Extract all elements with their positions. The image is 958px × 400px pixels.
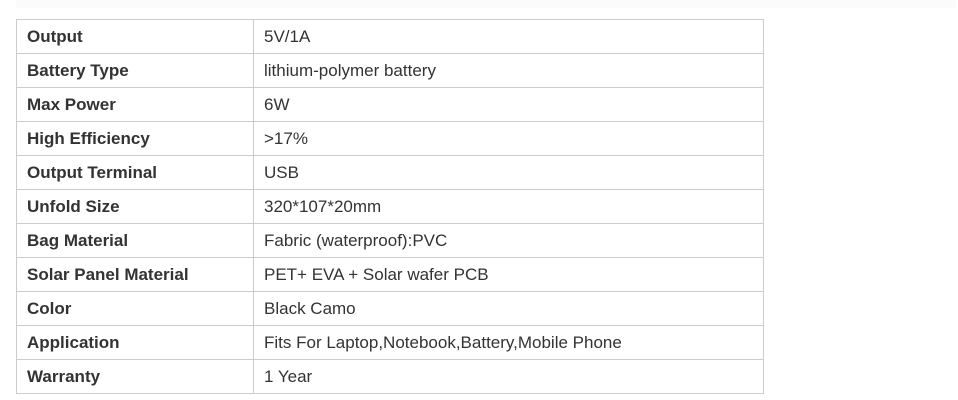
spec-value: Fits For Laptop,Notebook,Battery,Mobile … xyxy=(253,325,764,360)
table-row: Output Terminal USB xyxy=(16,155,764,190)
spec-value: 320*107*20mm xyxy=(253,189,764,224)
table-row: Bag Material Fabric (waterproof):PVC xyxy=(16,223,764,258)
top-strip xyxy=(16,0,956,8)
table-row: Unfold Size 320*107*20mm xyxy=(16,189,764,224)
table-row: Solar Panel Material PET+ EVA + Solar waf… xyxy=(16,257,764,292)
table-row: Battery Type lithium-polymer battery xyxy=(16,53,764,88)
table-row: Warranty 1 Year xyxy=(16,359,764,394)
spec-label: Application xyxy=(16,325,254,360)
table-row: Max Power 6W xyxy=(16,87,764,122)
spec-label: Warranty xyxy=(16,359,254,394)
table-row: Output 5V/1A xyxy=(16,19,764,54)
spec-label: Output xyxy=(16,19,254,54)
spec-label: High Efficiency xyxy=(16,121,254,156)
spec-value: USB xyxy=(253,155,764,190)
spec-value: PET+ EVA + Solar wafer PCB xyxy=(253,257,764,292)
spec-label: Unfold Size xyxy=(16,189,254,224)
spec-value: 1 Year xyxy=(253,359,764,394)
table-row: High Efficiency >17% xyxy=(16,121,764,156)
spec-value: lithium-polymer battery xyxy=(253,53,764,88)
spec-label: Color xyxy=(16,291,254,326)
spec-label: Max Power xyxy=(16,87,254,122)
spec-value: 5V/1A xyxy=(253,19,764,54)
spec-label: Solar Panel Material xyxy=(16,257,254,292)
spec-value: 6W xyxy=(253,87,764,122)
spec-table: Output 5V/1A Battery Type lithium-polymer b… xyxy=(16,19,764,394)
spec-value: Black Camo xyxy=(253,291,764,326)
spec-label: Battery Type xyxy=(16,53,254,88)
spec-value: >17% xyxy=(253,121,764,156)
spec-value: Fabric (waterproof):PVC xyxy=(253,223,764,258)
table-row: Application Fits For Laptop,Notebook,Batt… xyxy=(16,325,764,360)
table-row: Color Black Camo xyxy=(16,291,764,326)
spec-label: Output Terminal xyxy=(16,155,254,190)
spec-label: Bag Material xyxy=(16,223,254,258)
